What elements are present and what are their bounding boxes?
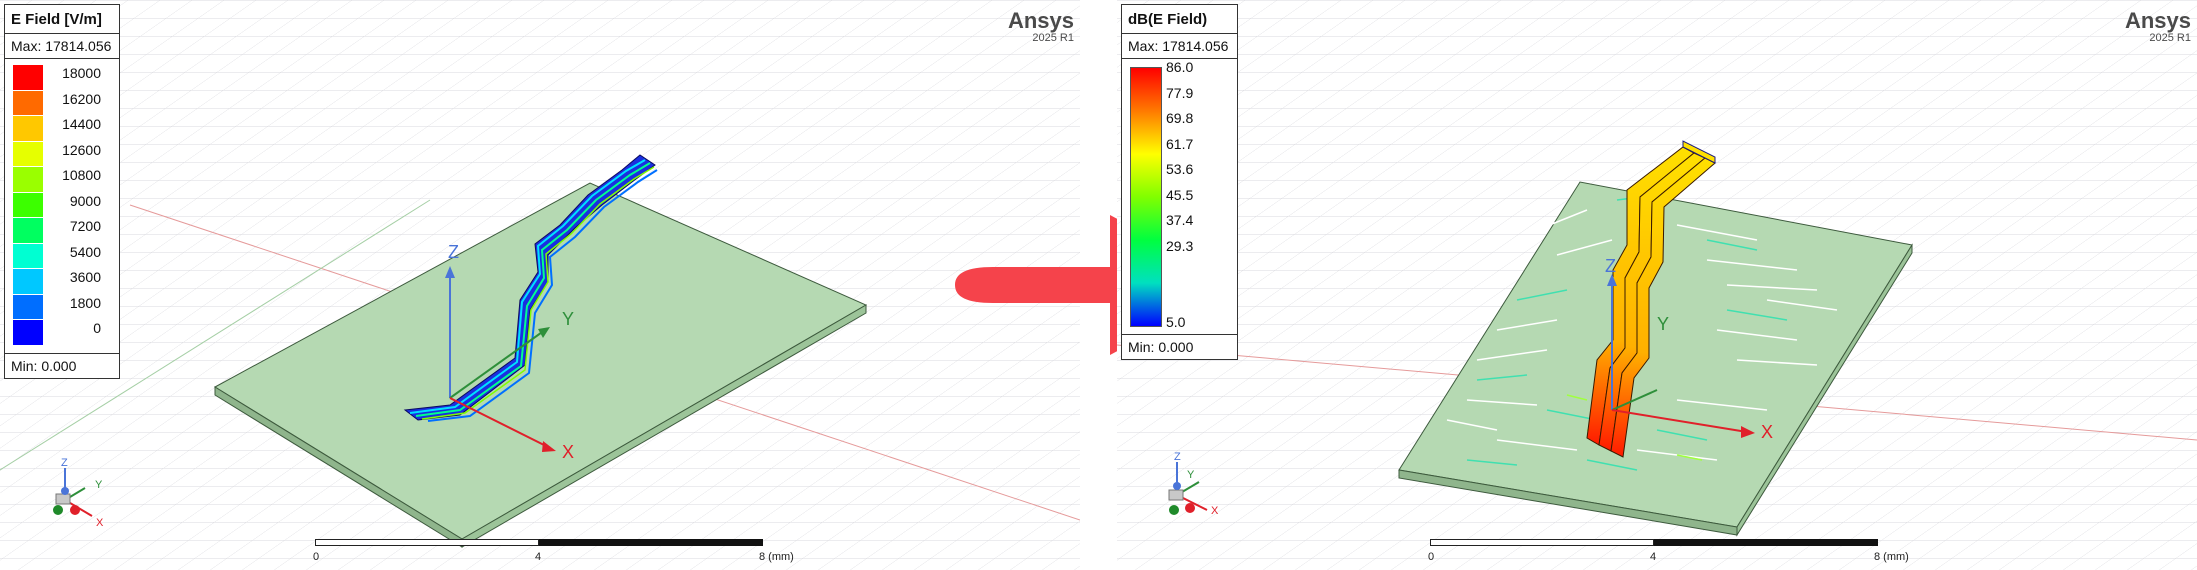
right-3d-scene[interactable]: Z Y X Z Y X — [1117, 0, 2197, 570]
legend-swatch — [13, 269, 43, 294]
legend-swatch — [13, 167, 43, 192]
efield-legend[interactable]: E Field [V/m] Max: 17814.056 18000 16200 1… — [4, 4, 120, 379]
scale-label-mid: 4 — [535, 551, 542, 563]
legend-tick-label: 9000 — [69, 192, 101, 209]
scale-bar: 0 4 8 (mm) — [313, 539, 794, 567]
axis-label-y: Y — [562, 309, 574, 329]
legend-tick-label: 29.3 — [1166, 237, 1194, 254]
triad-y-ball-icon — [53, 505, 63, 515]
legend-title: E Field [V/m] — [5, 5, 119, 34]
brand-version: 2025 R1 — [1032, 32, 1074, 44]
legend-scale: 18000 16200 14400 12600 10800 9000 7200 5400 360… — [5, 59, 119, 353]
scale-label-end: 8 (mm) — [759, 551, 794, 563]
triad-label-x: X — [1211, 505, 1219, 517]
legend-tick-label: 14400 — [62, 116, 101, 132]
legend-swatch — [13, 90, 43, 115]
triad-z-ball-icon — [61, 487, 69, 495]
scale-bar-white-segment — [315, 539, 539, 546]
trace-field-line-2 — [415, 162, 651, 417]
triad-label-y: Y — [95, 479, 103, 491]
orientation-triad[interactable]: Z Y X — [53, 457, 104, 529]
orientation-triad[interactable]: Z Y X — [1168, 451, 1219, 517]
legend-swatch — [13, 294, 43, 319]
legend-tick-label: 0 — [93, 320, 101, 336]
scale-bar-black-segment — [539, 539, 763, 546]
ansys-logo: Ansys 2025 R1 — [2125, 10, 2191, 45]
legend-swatch — [13, 218, 43, 243]
legend-tick-label: 12600 — [62, 141, 101, 158]
axis-label-x: X — [562, 442, 574, 462]
legend-tick-label: 45.5 — [1166, 186, 1194, 203]
brand-version: 2025 R1 — [2149, 32, 2191, 44]
triad-label-z: Z — [1174, 451, 1181, 463]
legend-tick-label: 61.7 — [1166, 135, 1194, 152]
legend-swatch — [13, 243, 43, 268]
scale-label-start: 0 — [313, 551, 320, 563]
scale-label-mid: 4 — [1650, 551, 1657, 563]
left-3d-scene[interactable]: Z Y X Z Y X — [0, 0, 1080, 570]
scale-bar-black-segment — [1654, 539, 1878, 546]
triad-label-z: Z — [61, 457, 68, 469]
legend-tick-label: 10800 — [62, 167, 101, 183]
legend-swatch — [13, 116, 43, 141]
legend-max: Max: 17814.056 — [1122, 34, 1237, 59]
legend-swatch — [13, 320, 43, 345]
legend-tick-label: 1800 — [69, 294, 101, 311]
scale-bar: 0 4 8 (mm) — [1428, 539, 1909, 567]
scale-bar-white-segment — [1430, 539, 1654, 546]
scale-label-start: 0 — [1428, 551, 1435, 563]
legend-swatch — [13, 65, 43, 90]
legend-tick-label: 18000 — [62, 65, 101, 81]
axes-indicator: Z Y X — [1605, 256, 1773, 442]
legend-min: Min: 0.000 — [5, 353, 119, 378]
legend-tick-label: 86.0 — [1166, 59, 1194, 75]
right-viewport[interactable]: Z Y X Z Y X dB(E Field) Max: 17814.056 8… — [1117, 0, 2197, 570]
trace-field-line-1 — [409, 159, 646, 414]
trace-bundle[interactable] — [403, 154, 658, 422]
trace-field-line-4 — [427, 169, 658, 422]
legend-title: dB(E Field) — [1122, 5, 1237, 34]
legend-gradient-bar — [1130, 67, 1162, 327]
y-axis-guide — [0, 199, 431, 471]
legend-tick-label: 77.9 — [1166, 84, 1194, 101]
legend-tick-label: 37.4 — [1166, 212, 1194, 228]
legend-tick-label: 16200 — [62, 90, 101, 107]
db-efield-legend[interactable]: dB(E Field) Max: 17814.056 86.0 77.9 69.8 6… — [1121, 4, 1238, 360]
ansys-logo: Ansys 2025 R1 — [1008, 10, 1074, 45]
legend-swatch — [13, 192, 43, 217]
scale-label-end: 8 (mm) — [1874, 551, 1909, 563]
triad-label-x: X — [96, 517, 104, 529]
triad-x-ball-icon — [1185, 503, 1195, 513]
legend-tick-label: 7200 — [69, 218, 101, 234]
legend-tick-label: 69.8 — [1166, 110, 1194, 126]
legend-tick-label: 5.0 — [1166, 314, 1186, 330]
substrate-plate[interactable] — [214, 182, 868, 548]
legend-tick-label: 5400 — [69, 243, 101, 260]
left-viewport[interactable]: Z Y X Z Y X E Field [V/m] Max: 17814.056… — [0, 0, 1080, 570]
legend-swatch — [13, 141, 43, 166]
legend-tick-label: 53.6 — [1166, 161, 1194, 177]
legend-scale: 86.0 77.9 69.8 61.7 53.6 45.5 37.4 29.3 5.0 — [1122, 59, 1237, 334]
triad-x-ball-icon — [70, 505, 80, 515]
axis-label-x: X — [1761, 422, 1773, 442]
axis-label-y: Y — [1657, 314, 1669, 334]
legend-tick-label: 3600 — [69, 269, 101, 285]
trace-field-line-3 — [421, 166, 655, 420]
triad-label-y: Y — [1187, 469, 1195, 481]
axis-label-z: Z — [448, 242, 459, 262]
triad-y-ball-icon — [1169, 505, 1179, 515]
legend-max: Max: 17814.056 — [5, 34, 119, 59]
axes-indicator: Z Y X — [445, 242, 574, 462]
brand-name: Ansys — [1007, 8, 1074, 33]
triad-z-ball-icon — [1173, 482, 1181, 490]
brand-name: Ansys — [2124, 8, 2191, 33]
axis-label-z: Z — [1605, 256, 1616, 276]
legend-min: Min: 0.000 — [1122, 334, 1237, 359]
